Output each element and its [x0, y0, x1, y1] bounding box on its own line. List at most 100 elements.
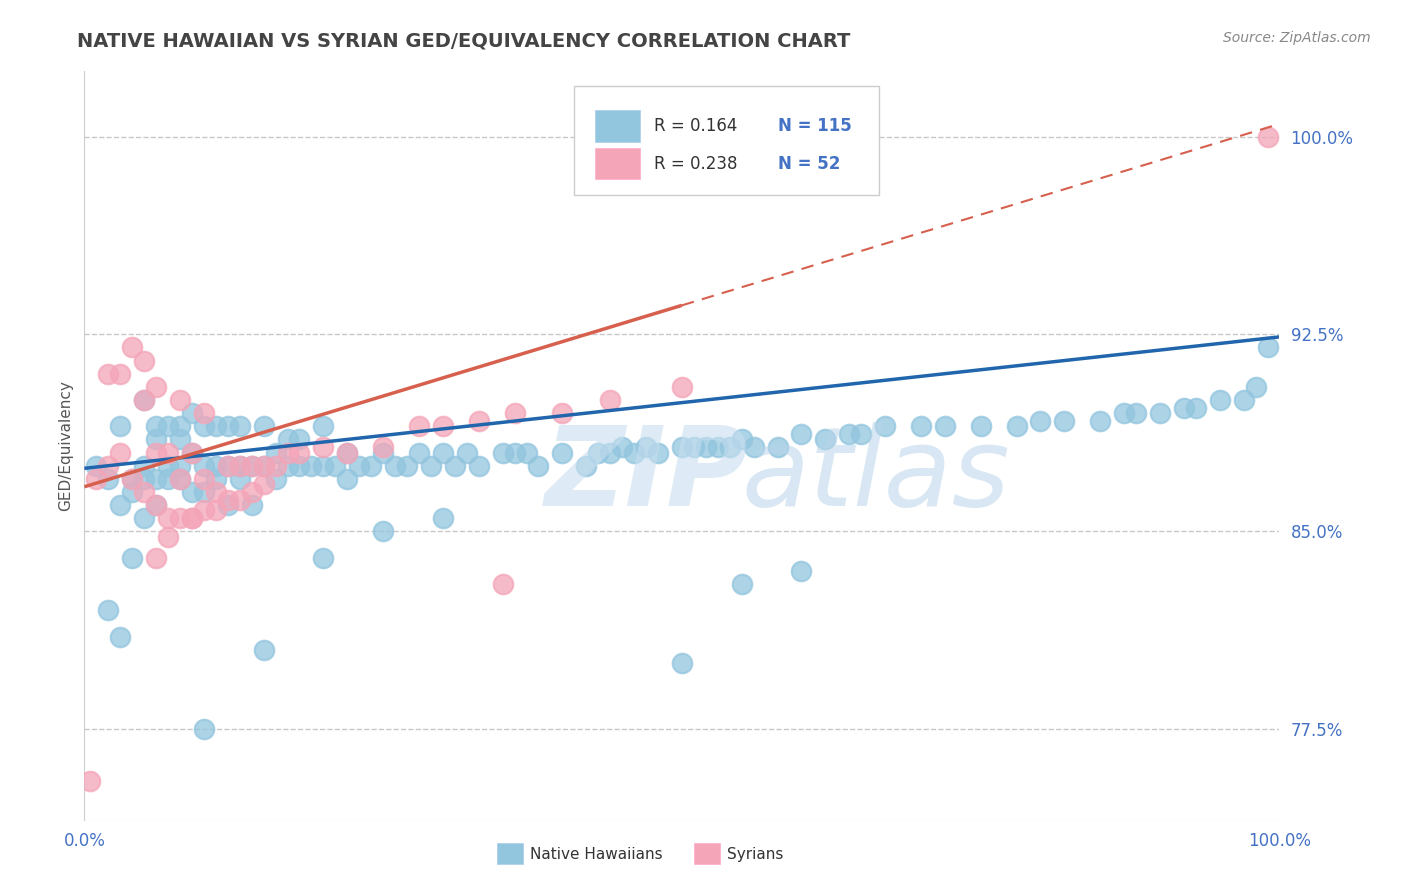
Point — [181, 511, 204, 525]
Point — [157, 511, 180, 525]
Point — [110, 367, 132, 381]
Text: ZIP: ZIP — [544, 423, 748, 530]
Point — [349, 458, 371, 473]
Point — [683, 440, 706, 454]
Point — [444, 458, 467, 473]
Text: atlas: atlas — [742, 423, 1011, 530]
Point — [205, 458, 228, 473]
Point — [373, 445, 395, 459]
Point — [145, 445, 167, 459]
Point — [671, 440, 693, 454]
Point — [1173, 401, 1195, 415]
Point — [288, 445, 311, 459]
Point — [731, 577, 754, 591]
Point — [193, 472, 215, 486]
Point — [145, 550, 167, 565]
Point — [623, 445, 645, 459]
Point — [312, 440, 335, 454]
Point — [288, 433, 311, 447]
Point — [432, 511, 454, 525]
FancyBboxPatch shape — [695, 843, 720, 864]
Point — [145, 380, 167, 394]
Point — [636, 440, 658, 454]
Point — [169, 472, 191, 486]
Point — [205, 472, 228, 486]
Point — [408, 419, 430, 434]
Point — [277, 458, 299, 473]
Point — [193, 406, 215, 420]
Point — [408, 445, 430, 459]
Point — [264, 458, 287, 473]
Point — [121, 550, 143, 565]
Point — [288, 458, 311, 473]
Point — [551, 406, 574, 420]
Point — [766, 440, 789, 454]
Point — [110, 445, 132, 459]
Point — [145, 433, 167, 447]
Point — [396, 458, 419, 473]
Point — [132, 485, 156, 500]
Point — [264, 445, 287, 459]
Text: R = 0.164: R = 0.164 — [654, 117, 738, 135]
Point — [264, 472, 287, 486]
Point — [110, 419, 132, 434]
Point — [910, 419, 932, 434]
Point — [181, 445, 204, 459]
Point — [240, 498, 263, 512]
Point — [217, 458, 239, 473]
Point — [325, 458, 347, 473]
Point — [503, 406, 526, 420]
Point — [253, 642, 276, 657]
Point — [277, 445, 299, 459]
Point — [612, 440, 634, 454]
Point — [492, 577, 515, 591]
Point — [875, 419, 897, 434]
Point — [79, 774, 101, 789]
Point — [1257, 340, 1279, 354]
Point — [527, 458, 550, 473]
Point — [240, 458, 263, 473]
Point — [157, 458, 180, 473]
Point — [205, 503, 228, 517]
Point — [671, 656, 693, 670]
Text: Native Hawaiians: Native Hawaiians — [530, 847, 662, 862]
Point — [132, 472, 156, 486]
Point — [420, 458, 443, 473]
Point — [360, 458, 382, 473]
Point — [1053, 414, 1076, 428]
Point — [132, 511, 156, 525]
Point — [157, 445, 180, 459]
Point — [790, 564, 813, 578]
Point — [157, 530, 180, 544]
Point — [432, 445, 454, 459]
Point — [181, 445, 204, 459]
Point — [132, 392, 156, 407]
Text: Syrians: Syrians — [727, 847, 783, 862]
Point — [742, 440, 765, 454]
Point — [838, 427, 860, 442]
Point — [599, 445, 621, 459]
Point — [193, 458, 215, 473]
Point — [970, 419, 993, 434]
Point — [1090, 414, 1112, 428]
Point — [169, 458, 191, 473]
Point — [647, 445, 669, 459]
Point — [336, 445, 359, 459]
Point — [229, 472, 252, 486]
Text: NATIVE HAWAIIAN VS SYRIAN GED/EQUIVALENCY CORRELATION CHART: NATIVE HAWAIIAN VS SYRIAN GED/EQUIVALENC… — [77, 31, 851, 50]
Text: N = 52: N = 52 — [778, 154, 839, 172]
Point — [217, 458, 239, 473]
Point — [851, 427, 873, 442]
Point — [599, 392, 621, 407]
Point — [169, 511, 191, 525]
Point — [312, 550, 335, 565]
Point — [145, 419, 167, 434]
Point — [277, 433, 299, 447]
Point — [1244, 380, 1267, 394]
Point — [217, 419, 239, 434]
Point — [145, 498, 167, 512]
Point — [588, 445, 610, 459]
Point — [1257, 130, 1279, 145]
Point — [551, 445, 574, 459]
Point — [312, 458, 335, 473]
